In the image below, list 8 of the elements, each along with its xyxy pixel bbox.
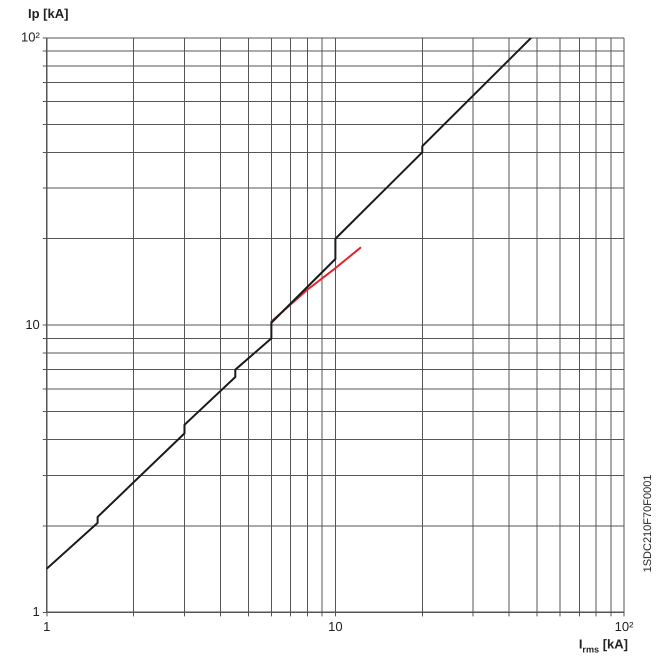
x-tick-label: 10 bbox=[328, 618, 343, 634]
y-tick-label: 1 bbox=[32, 604, 40, 619]
text: 1SDC210F70F0001 bbox=[642, 474, 654, 572]
x-tick-label: 1 bbox=[43, 618, 50, 634]
y-tick-label: 10 bbox=[25, 316, 40, 332]
y-axis-title: Ip [kA] bbox=[28, 6, 68, 21]
y-tick-label: 10² bbox=[20, 30, 40, 45]
x-tick-label: 10² bbox=[614, 618, 634, 634]
